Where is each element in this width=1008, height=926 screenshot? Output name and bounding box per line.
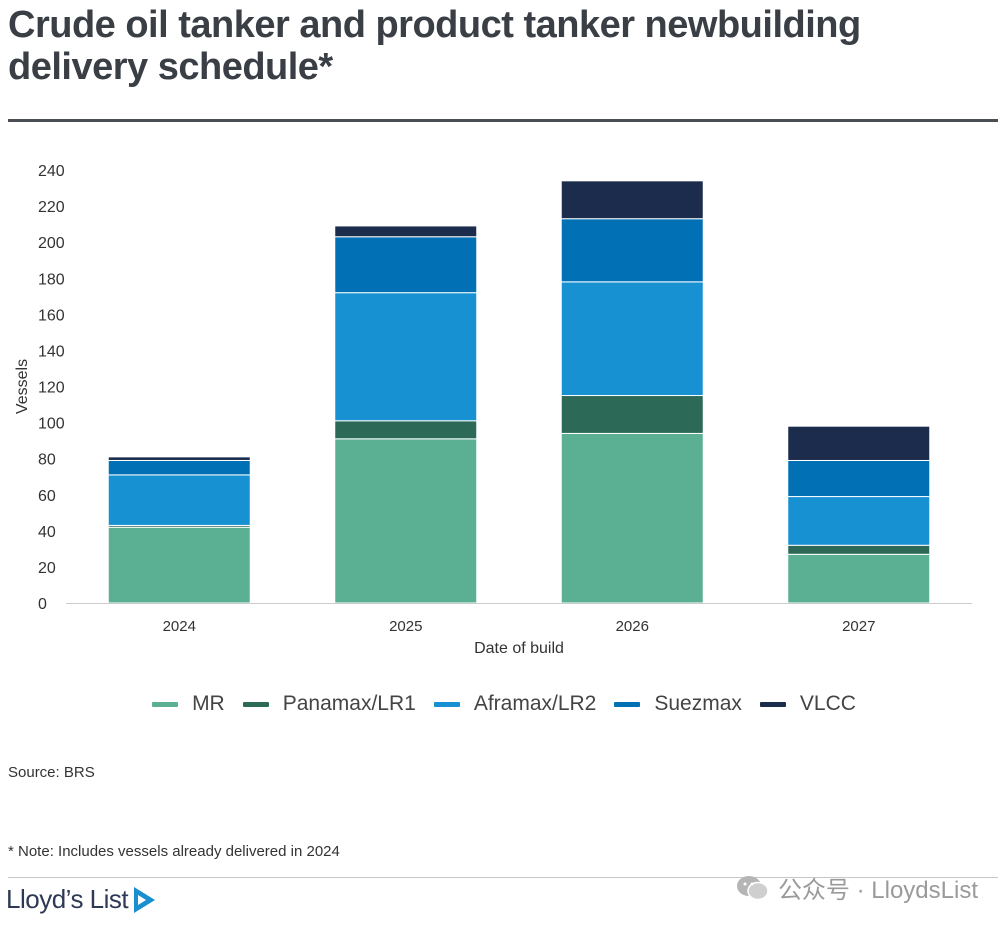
x-axis-title: Date of build [474, 640, 564, 657]
wechat-watermark: 公众号 · LloydsList [736, 870, 978, 905]
bar-segment-vlcc-2027 [787, 425, 931, 461]
legend-swatch [614, 701, 641, 707]
x-tick-label: 2024 [163, 618, 196, 635]
bar-segment-suezmax-2026 [560, 218, 704, 283]
legend-item: VLCC [759, 692, 856, 716]
y-tick-label: 0 [38, 596, 47, 613]
y-tick-label: 60 [38, 488, 56, 505]
y-tick-label: 200 [38, 235, 65, 252]
legend-label: Suezmax [654, 692, 742, 715]
bar-segment-suezmax-2024 [107, 459, 251, 476]
bar-segment-vlcc-2025 [334, 225, 478, 238]
x-tick-label: 2027 [842, 618, 875, 635]
legend-item: Aframax/LR2 [433, 692, 597, 716]
bar-segment-panamax-lr1-2027 [787, 544, 931, 555]
y-axis-title: Vessels [14, 359, 31, 414]
bar-segment-mr-2026 [560, 432, 704, 604]
bar-segment-aframax-lr2-2024 [107, 474, 251, 526]
y-tick-label: 40 [38, 524, 56, 541]
bar-segment-suezmax-2025 [334, 236, 478, 294]
y-tick-label: 240 [38, 163, 65, 180]
legend-label: MR [192, 692, 225, 715]
lloyds-list-logo: Lloyd’s List [6, 884, 157, 915]
footer-divider [8, 877, 998, 878]
y-tick-label: 140 [38, 343, 65, 360]
legend-label: Aframax/LR2 [473, 692, 597, 715]
bar-segment-aframax-lr2-2026 [560, 281, 704, 397]
legend-swatch [152, 701, 179, 707]
bar-segment-mr-2025 [334, 438, 478, 604]
legend-item: MR [152, 692, 225, 716]
title-divider [8, 119, 998, 122]
source-text: Source: BRS [8, 764, 95, 781]
bar-segment-mr-2027 [787, 553, 931, 604]
bar-segment-aframax-lr2-2027 [787, 496, 931, 546]
footnote-text: * Note: Includes vessels already deliver… [8, 843, 340, 860]
legend-swatch [242, 701, 269, 707]
legend-item: Panamax/LR1 [242, 692, 416, 716]
logo-text: Lloyd’s List [6, 884, 129, 914]
legend-swatch [759, 701, 786, 707]
legend-label: Panamax/LR1 [282, 692, 416, 715]
bar-segment-suezmax-2027 [787, 459, 931, 498]
bar-segment-mr-2024 [107, 526, 251, 604]
y-tick-label: 80 [38, 452, 56, 469]
bar-segment-panamax-lr1-2026 [560, 395, 704, 434]
y-tick-label: 120 [38, 380, 65, 397]
wechat-icon [736, 875, 769, 900]
chart-title: Crude oil tanker and product tanker newb… [8, 4, 861, 88]
stacked-bar-chart: 0 20 40 60 80 100 120 140 160 180 200 220 240 Vessels… [14, 163, 972, 657]
legend-swatch [433, 701, 460, 707]
y-tick-label: 20 [38, 560, 56, 577]
bar-segment-vlcc-2026 [560, 180, 704, 220]
legend-item: Suezmax [614, 692, 742, 716]
y-tick-label: 100 [38, 416, 65, 433]
legend-label: VLCC [799, 692, 856, 715]
x-tick-label: 2025 [389, 618, 422, 635]
y-tick-label: 160 [38, 307, 65, 324]
chart-legend: MR Panamax/LR1 Aframax/LR2 Suezmax VLCC [0, 692, 1008, 716]
bar-segment-aframax-lr2-2025 [334, 292, 478, 422]
y-tick-label: 220 [38, 199, 65, 216]
x-tick-label: 2026 [616, 618, 649, 635]
watermark-text: 公众号 · LloydsList [777, 877, 978, 904]
logo-mark-icon [134, 886, 156, 913]
y-tick-label: 180 [38, 271, 65, 288]
bar-segment-panamax-lr1-2025 [334, 420, 478, 440]
bar-segment-vlcc-2024 [107, 456, 251, 461]
